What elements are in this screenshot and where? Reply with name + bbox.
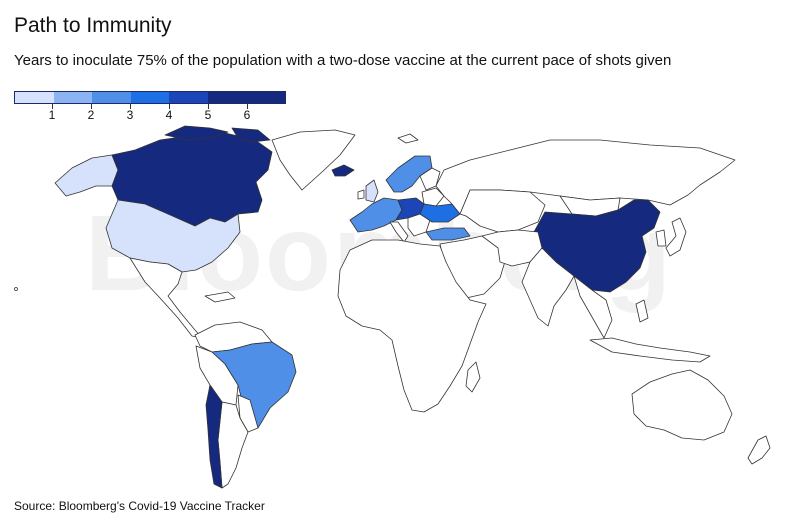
legend-label-2: 2 — [87, 108, 95, 122]
chart-title: Path to Immunity — [14, 14, 172, 37]
region-united-states — [105, 199, 241, 273]
legend-tick — [208, 104, 209, 109]
region-italy — [389, 221, 409, 243]
region-new-zealand — [747, 435, 771, 465]
region-chile — [205, 384, 223, 489]
region-baltics — [421, 187, 445, 207]
source-note: Source: Bloomberg's Covid-19 Vaccine Tra… — [14, 499, 265, 513]
legend-label-3: 3 — [126, 108, 134, 122]
region-australia — [631, 369, 733, 441]
legend-label-1: 1 — [48, 108, 56, 122]
legend-label-4: 4 — [165, 108, 173, 122]
legend: 1 2 3 4 5 6 — [14, 91, 286, 122]
legend-label-5: 5 — [204, 108, 212, 122]
region-brazil — [211, 341, 297, 429]
legend-swatch-7 — [246, 92, 286, 103]
legend-tick — [130, 104, 131, 109]
region-central-asia — [459, 189, 546, 233]
region-iceland — [331, 164, 355, 177]
region-canada — [164, 125, 229, 141]
legend-swatch-1 — [15, 92, 54, 103]
region-canada — [231, 127, 271, 143]
region-hawaii — [14, 287, 18, 291]
region-eastern-europe — [419, 203, 461, 223]
legend-swatch-4 — [130, 92, 170, 103]
world-map — [14, 125, 771, 489]
legend-tick — [247, 104, 248, 109]
region-indonesia — [589, 337, 711, 363]
region-alaska — [54, 154, 119, 197]
legend-tick — [91, 104, 92, 109]
legend-tick — [169, 104, 170, 109]
legend-swatch-2 — [53, 92, 93, 103]
region-korea — [655, 229, 667, 247]
legend-ticks: 1 2 3 4 5 6 — [14, 104, 286, 122]
region-turkey — [425, 227, 471, 241]
legend-swatch-6 — [207, 92, 247, 103]
region-madagascar — [465, 361, 481, 393]
chart-subtitle: Years to inoculate 75% of the population… — [14, 52, 672, 69]
region-japan — [665, 217, 687, 257]
region-finland — [419, 167, 441, 191]
region-caribbean — [204, 291, 236, 303]
legend-label-6: 6 — [243, 108, 251, 122]
region-svalbard — [397, 133, 419, 144]
legend-swatch-5 — [169, 92, 208, 103]
region-southeast-asia — [573, 275, 613, 339]
legend-tick — [52, 104, 53, 109]
region-greenland — [271, 129, 356, 191]
region-united-kingdom — [365, 179, 379, 203]
region-philippines — [635, 299, 649, 323]
region-india — [521, 247, 575, 327]
legend-bar — [14, 91, 286, 104]
region-mexico — [129, 257, 203, 339]
legend-swatch-3 — [92, 92, 131, 103]
region-ireland — [357, 189, 365, 200]
region-africa — [337, 239, 487, 413]
